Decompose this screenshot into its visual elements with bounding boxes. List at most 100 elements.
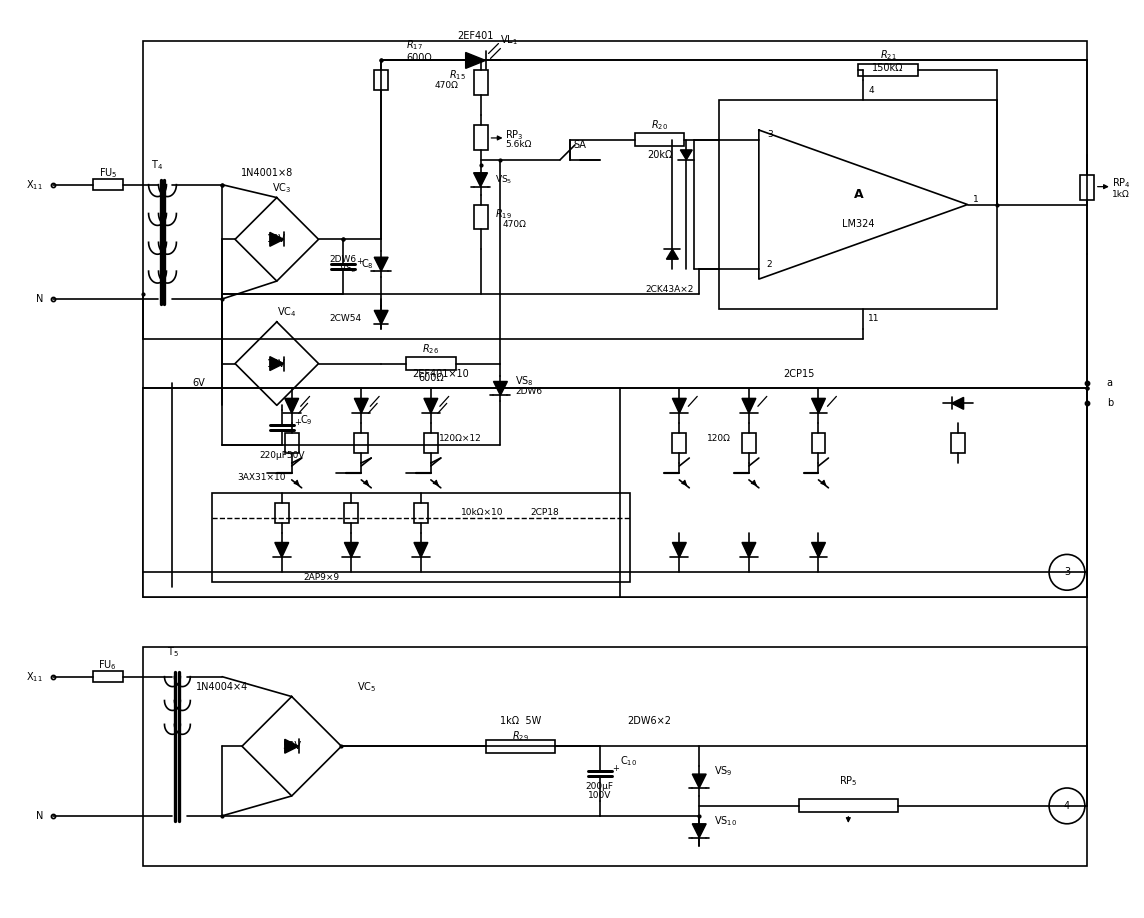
Bar [1080, 174, 1094, 199]
Polygon shape [374, 310, 388, 324]
Text: 2CP15: 2CP15 [782, 368, 815, 378]
Text: b: b [1106, 398, 1113, 409]
Text: 470Ω: 470Ω [435, 81, 459, 90]
Bar [858, 64, 917, 76]
Text: VL$_1$: VL$_1$ [500, 34, 518, 48]
Text: X$_{11}$: X$_{11}$ [26, 178, 43, 192]
Polygon shape [355, 398, 368, 413]
Text: FU$_6$: FU$_6$ [98, 658, 117, 672]
Bar [406, 357, 455, 370]
Text: 1N4004×4: 1N4004×4 [196, 681, 248, 691]
Bar [742, 433, 756, 453]
Polygon shape [742, 543, 756, 557]
Text: 100V: 100V [588, 791, 612, 800]
Text: a: a [1106, 378, 1113, 388]
Text: +: + [294, 418, 301, 427]
Text: 2CP18: 2CP18 [531, 509, 559, 517]
Text: T$_5$: T$_5$ [167, 645, 178, 659]
Bar [635, 133, 684, 146]
Text: 1N4001×8: 1N4001×8 [240, 168, 293, 178]
Text: X$_{11}$: X$_{11}$ [26, 670, 43, 684]
Text: R$_{20}$: R$_{20}$ [651, 118, 668, 132]
Bar [143, 40, 1087, 597]
Text: +: + [356, 257, 363, 265]
Bar [275, 503, 288, 522]
Text: A: A [853, 188, 863, 201]
Bar [344, 503, 358, 522]
Bar [720, 100, 998, 309]
Text: FU$_5$: FU$_5$ [98, 166, 117, 180]
Text: 2EF401: 2EF401 [458, 30, 494, 40]
Text: 2DW6×2: 2DW6×2 [628, 716, 672, 726]
Text: VC$_3$: VC$_3$ [272, 181, 292, 195]
Polygon shape [270, 356, 284, 371]
Bar [424, 433, 438, 453]
Text: 600Ω: 600Ω [406, 53, 431, 63]
Text: 1kΩ: 1kΩ [1112, 190, 1129, 199]
Bar [799, 800, 898, 812]
Text: 4: 4 [1064, 800, 1070, 811]
Text: 200μF: 200μF [586, 781, 614, 790]
Text: VC$_5$: VC$_5$ [357, 679, 376, 693]
Text: R$_{21}$: R$_{21}$ [880, 49, 897, 62]
Text: 3AX31×10: 3AX31×10 [238, 474, 286, 482]
Text: VS$_6$: VS$_6$ [339, 263, 356, 275]
Bar [143, 647, 1087, 866]
Bar [212, 493, 629, 582]
Text: 2CW54: 2CW54 [329, 314, 362, 323]
Text: 10kΩ×10: 10kΩ×10 [461, 509, 503, 517]
Text: R$_{26}$: R$_{26}$ [422, 341, 439, 355]
Text: +: + [612, 764, 619, 773]
Text: N: N [35, 294, 43, 304]
Polygon shape [270, 232, 284, 246]
Polygon shape [466, 52, 485, 68]
Polygon shape [667, 250, 678, 259]
Polygon shape [692, 823, 706, 838]
Bar [474, 71, 487, 95]
Polygon shape [952, 397, 963, 409]
Text: C$_9$: C$_9$ [300, 413, 312, 427]
Text: VS$_{10}$: VS$_{10}$ [714, 814, 738, 828]
Text: 2AP9×9: 2AP9×9 [303, 573, 340, 582]
Text: 470Ω: 470Ω [502, 220, 526, 229]
Text: R$_{17}$: R$_{17}$ [406, 39, 423, 52]
Bar [474, 205, 487, 230]
Text: 20kΩ: 20kΩ [646, 150, 673, 160]
Bar [414, 503, 428, 522]
Text: C$_{10}$: C$_{10}$ [620, 755, 637, 768]
Polygon shape [414, 543, 428, 557]
Polygon shape [811, 398, 826, 413]
Polygon shape [275, 543, 288, 557]
Polygon shape [811, 543, 826, 557]
Bar [355, 433, 368, 453]
Polygon shape [474, 173, 487, 186]
Bar [951, 433, 964, 453]
Text: 1: 1 [972, 196, 978, 204]
Polygon shape [285, 398, 299, 413]
Text: R$_{15}$: R$_{15}$ [448, 69, 466, 83]
Polygon shape [424, 398, 438, 413]
Text: 5.6kΩ: 5.6kΩ [506, 140, 532, 150]
Text: 120Ω×12: 120Ω×12 [439, 433, 482, 442]
Polygon shape [673, 543, 686, 557]
Text: 1kΩ  5W: 1kΩ 5W [500, 716, 541, 726]
Text: RP$_3$: RP$_3$ [506, 129, 524, 142]
Text: LM324: LM324 [842, 219, 874, 230]
Text: C$_8$: C$_8$ [362, 257, 374, 271]
Polygon shape [285, 739, 299, 753]
Polygon shape [673, 398, 686, 413]
Text: 220μF50V: 220μF50V [259, 451, 304, 460]
Polygon shape [692, 774, 706, 788]
Polygon shape [742, 398, 756, 413]
Text: N: N [35, 811, 43, 821]
Text: 150kΩ: 150kΩ [873, 63, 904, 73]
Text: 2DW6: 2DW6 [329, 254, 356, 263]
Text: 2CK43A×2: 2CK43A×2 [645, 285, 693, 294]
Polygon shape [344, 543, 358, 557]
Bar [285, 433, 299, 453]
Bar [474, 125, 487, 150]
Text: VS$_9$: VS$_9$ [714, 764, 733, 778]
Text: 11: 11 [868, 314, 880, 323]
Polygon shape [493, 382, 508, 396]
Text: 6V: 6V [192, 378, 205, 388]
